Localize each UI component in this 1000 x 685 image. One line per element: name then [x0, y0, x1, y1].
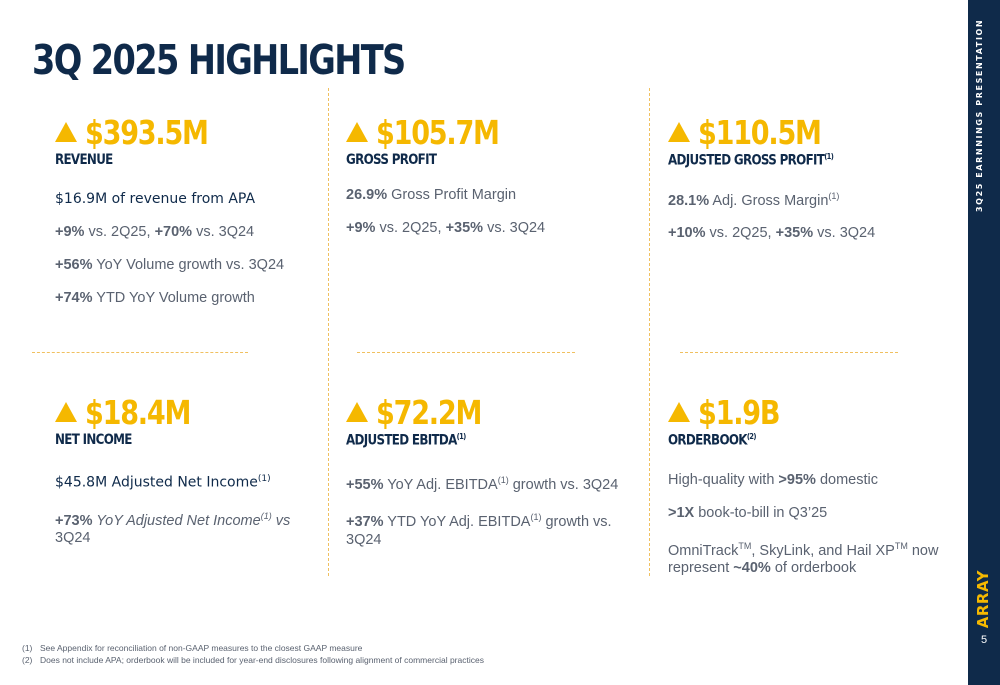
metric-value: $72.2M	[376, 392, 482, 432]
detail-line: +9% vs. 2Q25, +35% vs. 3Q24	[346, 220, 546, 236]
metric-row: $110.5M	[668, 112, 958, 152]
triangle-up-icon	[346, 402, 368, 422]
metric-row: $393.5M	[55, 112, 345, 152]
metric-row: $18.4M	[55, 392, 345, 432]
divider-horizontal-3	[680, 352, 898, 353]
metric-row: $105.7M	[346, 112, 636, 152]
card-adjusted-ebitda: $72.2M ADJUSTED EBITDA(1) +55% YoY Adj. …	[346, 392, 636, 549]
card-net-income: $18.4M NET INCOME $45.8M Adjusted Net In…	[55, 392, 345, 547]
metric-label: ADJUSTED EBITDA(1)	[346, 432, 466, 449]
metric-label: GROSS PROFIT	[346, 152, 437, 168]
metric-label: REVENUE	[55, 152, 113, 168]
detail-line: +56% YoY Volume growth vs. 3Q24	[55, 257, 285, 273]
detail-line: +10% vs. 2Q25, +35% vs. 3Q24	[668, 225, 876, 242]
triangle-up-icon	[668, 122, 690, 142]
metric-value: $393.5M	[85, 112, 209, 152]
metric-value: $18.4M	[85, 392, 191, 432]
triangle-up-icon	[55, 402, 77, 422]
page-title: 3Q 2025 HIGHLIGHTS	[32, 36, 406, 84]
sidebar: 3Q25 EARNNINGS PRESENTATION ARRAY 5	[968, 0, 1000, 685]
metric-value: $105.7M	[376, 112, 500, 152]
triangle-up-icon	[55, 122, 77, 142]
detail-line: +37% YTD YoY Adj. EBITDA(1) growth vs. 3…	[346, 512, 612, 549]
divider-vertical-1	[328, 88, 329, 576]
footnote: (2) Does not include APA; orderbook will …	[22, 655, 484, 665]
footnote: (1) See Appendix for reconciliation of no…	[22, 643, 363, 653]
detail-line: +9% vs. 2Q25, +70% vs. 3Q24	[55, 224, 255, 240]
detail-line: OmniTrackTM, SkyLink, and Hail XPTM now r…	[668, 540, 939, 577]
detail-line: 28.1% Adj. Gross Margin(1)	[668, 190, 840, 209]
card-revenue: $393.5M REVENUE $16.9M of revenue from A…	[55, 112, 345, 307]
metric-label: ADJUSTED GROSS PROFIT(1)	[668, 152, 834, 169]
detail-line: +55% YoY Adj. EBITDA(1) growth vs. 3Q24	[346, 474, 619, 493]
sidebar-vertical-text: 3Q25 EARNNINGS PRESENTATION	[975, 18, 984, 212]
metric-value: $1.9B	[698, 392, 780, 432]
card-gross-profit: $105.7M GROSS PROFIT 26.9% Gross Profit …	[346, 112, 636, 237]
metric-label: ORDERBOOK(2)	[668, 432, 756, 449]
divider-vertical-2	[649, 88, 650, 576]
detail-line: 26.9% Gross Profit Margin	[346, 187, 517, 203]
card-adjusted-gross-profit: $110.5M ADJUSTED GROSS PROFIT(1) 28.1% A…	[668, 112, 958, 242]
footnotes: (1) See Appendix for reconciliation of no…	[22, 642, 484, 666]
triangle-up-icon	[346, 122, 368, 142]
array-logo: ARRAY	[974, 570, 992, 629]
detail-line: +74% YTD YoY Volume growth	[55, 290, 255, 306]
metric-label: NET INCOME	[55, 432, 132, 448]
page-number: 5	[980, 634, 988, 646]
metric-value: $110.5M	[698, 112, 822, 152]
divider-horizontal-1	[32, 352, 248, 353]
triangle-up-icon	[668, 402, 690, 422]
headline: $16.9M of revenue from APA	[55, 191, 256, 207]
headline: $45.8M Adjusted Net Income(1)	[55, 474, 271, 491]
metric-row: $72.2M	[346, 392, 636, 432]
detail-line: +73% YoY Adjusted Net Income(1) vs 3Q24	[55, 510, 291, 547]
detail-line: >1X book-to-bill in Q3’25	[668, 504, 828, 521]
divider-horizontal-2	[357, 352, 575, 353]
card-orderbook: $1.9B ORDERBOOK(2) High-quality with >95…	[668, 392, 958, 577]
metric-row: $1.9B	[668, 392, 958, 432]
detail-line: High-quality with >95% domestic	[668, 471, 878, 488]
